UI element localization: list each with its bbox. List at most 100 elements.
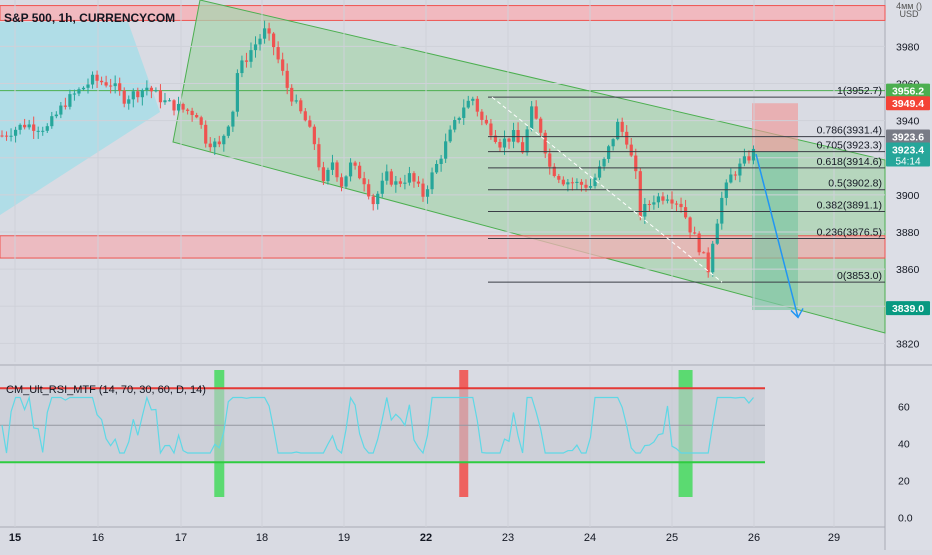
candle-body <box>281 59 285 71</box>
indicator-title[interactable]: CM_Ult_RSI_MTF (14, 70, 30, 60, D, 14) <box>6 384 206 396</box>
time-tick-label: 24 <box>584 532 596 544</box>
candle-body <box>683 207 688 218</box>
candle-body <box>656 196 661 203</box>
candle-body <box>244 60 249 62</box>
candle-body <box>36 130 40 132</box>
fib-level-label: 0.382(3891.1) <box>817 199 882 211</box>
candle-body <box>41 130 45 132</box>
candle-body <box>50 116 54 127</box>
candle-body <box>330 162 335 170</box>
candle-body <box>294 100 298 102</box>
candle-body <box>665 199 670 201</box>
candle-body <box>389 171 393 185</box>
support-zone[interactable] <box>0 235 886 259</box>
blue-channel-shape[interactable] <box>0 22 160 215</box>
rsi-tick-label: 0.0 <box>898 513 913 525</box>
candle-body <box>217 141 221 145</box>
candle-body <box>416 181 421 184</box>
candle-body <box>32 124 36 131</box>
short-position-risk[interactable] <box>752 103 798 152</box>
candle-body <box>489 123 493 136</box>
candle-body <box>661 196 665 201</box>
price-tick-label: 3880 <box>896 227 920 239</box>
price-tag[interactable] <box>886 142 930 167</box>
time-tick-label: 26 <box>748 532 760 544</box>
candle-body <box>9 135 13 137</box>
candle-body <box>620 121 624 132</box>
candle-body <box>625 131 629 145</box>
candle-body <box>344 176 348 187</box>
candle-body <box>113 83 117 87</box>
candle-body <box>358 165 362 179</box>
candle-body <box>693 232 697 234</box>
price-tag-label: 3923.4 <box>892 144 924 156</box>
candle-body <box>647 204 651 206</box>
candle-body <box>63 105 67 107</box>
candle-body <box>516 130 520 143</box>
candle-body <box>145 87 149 91</box>
candle-body <box>367 184 371 197</box>
rsi-tick-label: 20 <box>898 476 910 488</box>
candle-body <box>729 174 733 183</box>
candle-body <box>552 166 556 176</box>
candle-body <box>520 142 525 153</box>
candle-body <box>394 181 398 185</box>
candle-body <box>380 180 384 194</box>
candle-body <box>643 204 647 217</box>
candle-body <box>670 199 674 204</box>
price-tag[interactable] <box>886 83 930 98</box>
candle-body <box>507 138 511 142</box>
arrow-head-icon <box>790 308 804 319</box>
rsi-line[interactable] <box>1 395 754 455</box>
candle-body <box>23 124 27 128</box>
projection-arrow[interactable] <box>755 153 799 318</box>
candle-body <box>493 135 498 142</box>
candles <box>0 20 756 278</box>
candle-body <box>290 87 294 102</box>
candle-body <box>566 182 570 185</box>
candle-body <box>312 126 316 145</box>
price-tick-label: 3940 <box>896 116 920 128</box>
candle-body <box>59 105 63 115</box>
candle-body <box>204 124 208 144</box>
candle-body <box>308 120 312 127</box>
candle-body <box>462 107 466 118</box>
candle-body <box>525 129 529 153</box>
candle-body <box>407 173 412 183</box>
candle-body <box>45 126 49 131</box>
candle-body <box>181 103 185 110</box>
candle-body <box>249 50 253 62</box>
candle-body <box>593 177 597 187</box>
price-tag[interactable] <box>886 301 930 316</box>
drawings-foreground: 1(3952.7) 0.786(3931.4) 0.705(3923.3) 0.618… <box>488 85 885 319</box>
candle-body <box>13 129 18 136</box>
candle-body <box>697 233 701 253</box>
time-tick-label: 25 <box>666 532 678 544</box>
fib-trendline[interactable] <box>491 96 723 283</box>
candle-body <box>412 173 416 182</box>
candle-body <box>747 156 751 161</box>
candle-body <box>611 139 615 147</box>
candle-body <box>534 106 538 119</box>
candle-body <box>335 162 339 178</box>
price-tag[interactable] <box>886 96 930 111</box>
candle-body <box>68 94 72 107</box>
candle-body <box>371 196 375 205</box>
chart-title[interactable]: S&P 500, 1h, CURRENCYCOM <box>4 11 175 25</box>
candle-body <box>154 90 158 92</box>
candle-body <box>195 115 199 118</box>
candle-body <box>530 106 534 130</box>
fib-level-label: 0.786(3931.4) <box>817 125 882 137</box>
candle-body <box>720 197 724 224</box>
candle-body <box>54 114 58 117</box>
price-tag[interactable] <box>886 129 930 144</box>
candle-body <box>362 178 366 185</box>
price-tick-label: 3860 <box>896 264 920 276</box>
candle-body <box>434 163 439 173</box>
candle-body <box>634 155 638 172</box>
candle-body <box>679 203 683 208</box>
price-tag-label: 3949.4 <box>892 98 924 110</box>
candle-body <box>163 100 167 103</box>
